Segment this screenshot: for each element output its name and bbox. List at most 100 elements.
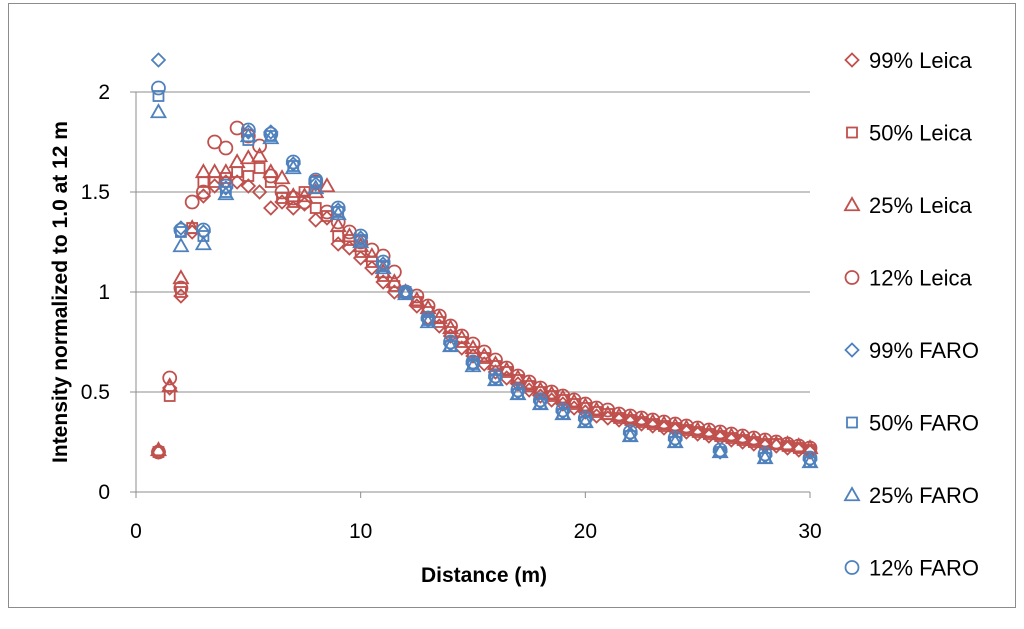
point-7-4 xyxy=(240,122,256,138)
series-99-leica xyxy=(150,174,818,460)
point-3-53 xyxy=(746,430,762,446)
point-7-12 xyxy=(420,310,436,326)
point-6-1 xyxy=(172,237,190,253)
point-2-7 xyxy=(228,153,246,169)
y-tick-label-3: 1.5 xyxy=(81,181,110,204)
point-7-8 xyxy=(330,200,346,216)
point-2-6 xyxy=(217,163,235,179)
point-6-18 xyxy=(554,405,572,421)
series-25-faro xyxy=(149,103,819,469)
point-3-42 xyxy=(622,408,638,424)
point-2-56 xyxy=(778,435,797,451)
point-6-5 xyxy=(262,129,280,145)
point-4-0 xyxy=(150,52,167,68)
legend-marker-5 xyxy=(846,416,858,429)
point-2-11 xyxy=(273,169,291,185)
point-2-29 xyxy=(475,347,493,363)
point-6-13 xyxy=(441,337,460,353)
point-4-4 xyxy=(240,124,257,140)
point-2-40 xyxy=(599,405,617,421)
y-tick-label-4: 2 xyxy=(98,81,110,104)
point-3-57 xyxy=(791,438,807,454)
point-2-3 xyxy=(183,219,201,235)
point-6-20 xyxy=(621,427,639,443)
point-6-14 xyxy=(464,357,482,373)
point-2-21 xyxy=(385,273,403,289)
point-7-10 xyxy=(375,254,391,270)
legend: 99% Leica 50% Leica 25% Leica 12% Leica 99% … xyxy=(843,48,979,581)
point-3-31 xyxy=(499,360,515,376)
point-3-45 xyxy=(656,414,672,430)
legend-label-5: 50% FARO xyxy=(869,411,979,436)
point-3-10 xyxy=(263,168,279,184)
point-6-3 xyxy=(217,185,235,201)
point-3-33 xyxy=(521,374,537,390)
point-6-16 xyxy=(509,385,527,401)
legend-marker-7 xyxy=(844,560,860,575)
series-99-faro xyxy=(150,52,818,468)
point-7-9 xyxy=(353,228,369,244)
point-6-2 xyxy=(194,235,212,251)
chart-frame: 0 0.5 1 1.5 2 0 10 20 30 Distance (m) Intensity… xyxy=(8,3,1016,608)
x-tick-label-2: 20 xyxy=(574,520,597,543)
point-7-21 xyxy=(667,430,683,446)
scatter-chart: 0 0.5 1 1.5 2 0 10 20 30 Distance (m) Intensity… xyxy=(49,48,979,587)
point-7-7 xyxy=(308,172,324,188)
legend-label-4: 99% FARO xyxy=(869,338,979,363)
point-7-1 xyxy=(173,222,189,238)
point-3-54 xyxy=(757,432,773,448)
series-50-leica xyxy=(152,162,816,458)
x-axis-title: Distance (m) xyxy=(421,564,547,587)
point-2-9 xyxy=(251,147,269,163)
point-3-39 xyxy=(589,400,604,416)
legend-label-2: 25% Leica xyxy=(869,193,973,218)
point-3-3 xyxy=(184,194,200,210)
point-3-32 xyxy=(510,368,526,384)
point-6-15 xyxy=(486,371,505,387)
point-1-25 xyxy=(433,316,446,328)
x-tick-label-3: 30 xyxy=(798,520,821,543)
point-6-21 xyxy=(666,433,684,449)
point-3-13 xyxy=(297,194,312,210)
point-6-23 xyxy=(756,449,774,465)
point-6-12 xyxy=(419,313,437,329)
point-3-9 xyxy=(252,138,267,154)
point-0-7 xyxy=(229,174,245,190)
point-3-11 xyxy=(274,184,290,200)
point-0-9 xyxy=(251,184,268,200)
point-7-19 xyxy=(577,410,593,426)
legend-marker-6 xyxy=(843,486,861,502)
point-3-21 xyxy=(386,264,402,280)
point-5-0 xyxy=(152,90,165,102)
point-5-4 xyxy=(242,134,255,146)
point-7-17 xyxy=(533,392,548,408)
point-7-3 xyxy=(218,178,234,194)
point-3-55 xyxy=(768,434,784,450)
point-0-4 xyxy=(195,188,212,204)
legend-entry-6: 25% FARO xyxy=(843,483,979,508)
point-6-17 xyxy=(531,395,549,411)
y-axis-title: Intensity normalized to 1.0 at 12 m xyxy=(49,121,72,463)
point-3-30 xyxy=(488,352,503,368)
point-2-28 xyxy=(464,339,482,355)
legend-entry-3: 12% Leica xyxy=(844,266,973,291)
point-7-11 xyxy=(398,284,414,300)
legend-label-1: 50% Leica xyxy=(869,121,973,146)
point-7-20 xyxy=(622,424,638,440)
point-2-17 xyxy=(340,227,358,243)
point-7-14 xyxy=(465,354,481,370)
legend-label-6: 25% FARO xyxy=(869,483,979,508)
point-3-4 xyxy=(195,184,211,200)
legend-entry-5: 50% FARO xyxy=(846,411,979,436)
point-3-26 xyxy=(443,318,458,334)
point-7-6 xyxy=(285,154,301,170)
legend-marker-3 xyxy=(844,270,860,285)
point-3-28 xyxy=(465,336,481,352)
point-2-16 xyxy=(329,217,347,233)
point-3-0 xyxy=(151,444,166,460)
point-3-29 xyxy=(476,344,492,360)
point-2-0 xyxy=(149,441,168,457)
point-2-15 xyxy=(318,177,336,193)
point-3-27 xyxy=(454,328,470,344)
y-tick-label-2: 1 xyxy=(98,281,110,304)
